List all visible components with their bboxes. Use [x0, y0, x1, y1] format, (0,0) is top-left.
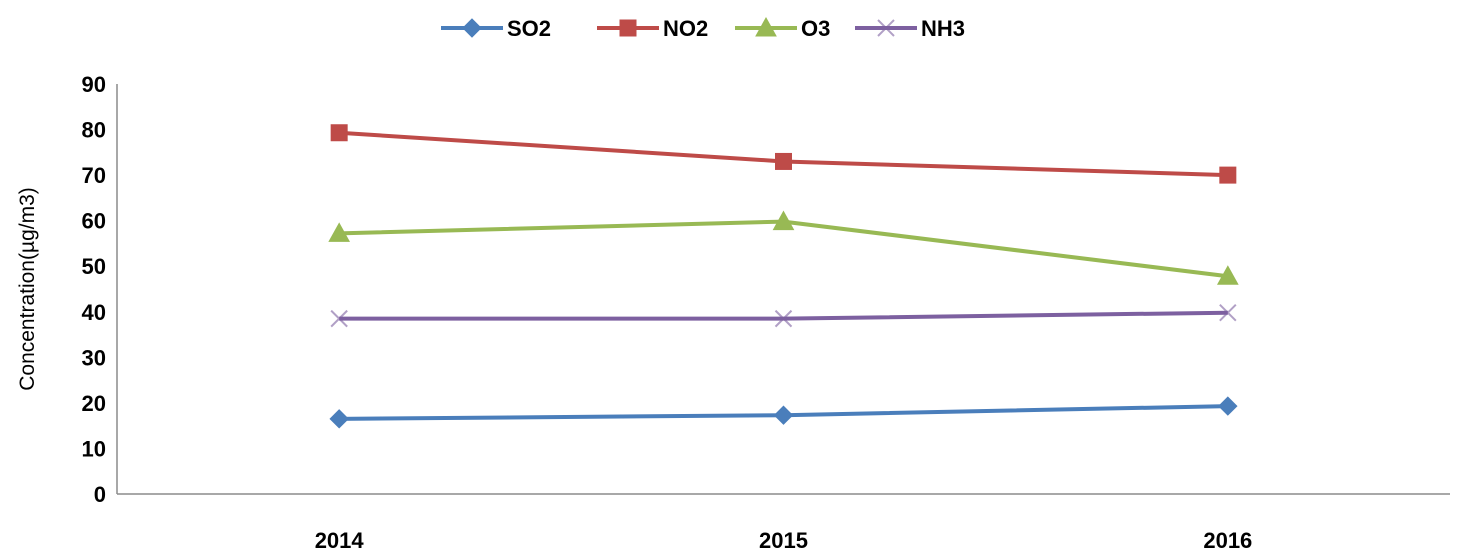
series-group: [328, 124, 1239, 429]
y-axis-title: Concentration(µg/m3): [16, 187, 39, 391]
data-point-no2: [330, 124, 348, 142]
y-tick-labels: 0 10 20 30 40 50 60 70 80 90: [82, 72, 106, 507]
y-tick-label: 10: [82, 436, 106, 461]
x-tick-label: 2014: [315, 528, 365, 552]
legend-marker: [619, 19, 637, 37]
x-tick-label: 2015: [759, 528, 808, 552]
x-tick-label: 2016: [1203, 528, 1252, 552]
data-point-nh3: [1219, 303, 1237, 322]
legend-label: O3: [801, 16, 830, 41]
legend-marker: [877, 19, 895, 37]
data-point-o3: [772, 210, 795, 231]
y-tick-label: 70: [82, 163, 106, 188]
legend-item-o3: O3: [735, 16, 830, 41]
y-tick-label: 30: [82, 345, 106, 370]
data-point-o3: [1216, 265, 1239, 285]
series-o3: [328, 210, 1239, 285]
legend-item-nh3: NH3: [855, 16, 965, 41]
legend-item-so2: SO2: [441, 16, 551, 41]
data-point-no2: [1219, 166, 1237, 184]
legend-marker: [462, 18, 482, 38]
series-no2: [330, 124, 1237, 184]
data-point-nh3: [774, 309, 793, 328]
series-so2: [329, 396, 1238, 429]
legend-marker: [755, 16, 777, 37]
legend-label: SO2: [507, 16, 551, 41]
data-point-no2: [775, 152, 792, 170]
y-tick-label: 0: [94, 482, 106, 507]
x-tick-labels: 2014 2015 2016: [315, 528, 1253, 553]
y-tick-label: 20: [82, 391, 106, 416]
y-tick-label: 60: [82, 209, 106, 234]
y-tick-label: 80: [82, 118, 106, 143]
data-point-so2: [773, 405, 794, 425]
y-tick-label: 50: [82, 254, 106, 279]
axes: [116, 84, 1450, 495]
y-tick-label: 40: [82, 300, 106, 325]
data-point-o3: [328, 222, 351, 242]
data-point-so2: [1218, 396, 1238, 416]
data-point-nh3: [330, 309, 348, 328]
legend-item-no2: NO2: [597, 16, 708, 41]
data-point-so2: [329, 409, 349, 429]
legend: SO2 NO2 O3 NH3: [441, 16, 965, 41]
legend-label: NH3: [921, 16, 965, 41]
legend-label: NO2: [663, 16, 708, 41]
series-nh3: [330, 303, 1237, 328]
y-tick-label: 90: [82, 72, 106, 97]
